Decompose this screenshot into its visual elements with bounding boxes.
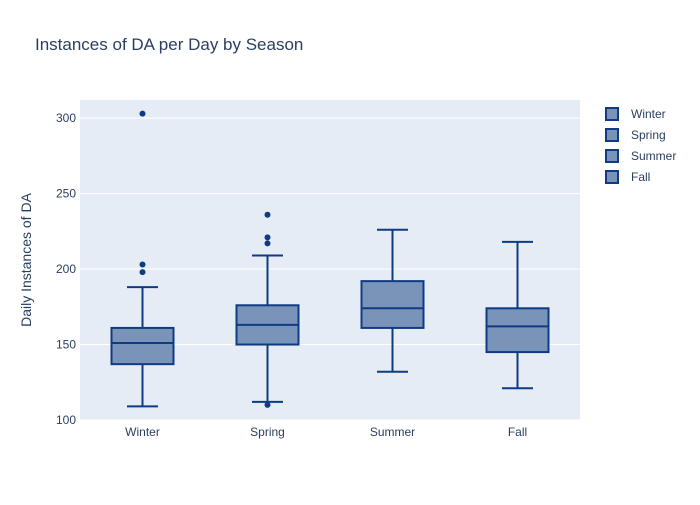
- plot-area: [80, 100, 580, 420]
- outlier-point: [139, 269, 146, 276]
- outlier-point: [139, 110, 146, 117]
- box-series: [110, 110, 550, 408]
- legend-swatch: [605, 170, 619, 184]
- legend-label: Winter: [631, 107, 666, 121]
- legend-swatch: [605, 107, 619, 121]
- y-tick-label: 250: [56, 187, 76, 201]
- x-tick-label: Spring: [250, 425, 285, 439]
- y-tick-label: 100: [56, 413, 76, 427]
- y-axis-ticks: 100 150 200 250 300: [56, 111, 76, 427]
- legend-item-spring: Spring: [605, 128, 666, 142]
- legend-label: Summer: [631, 149, 676, 163]
- outlier-point: [264, 401, 271, 408]
- iqr-box: [485, 307, 550, 354]
- x-tick-label: Summer: [370, 425, 415, 439]
- legend-item-summer: Summer: [605, 149, 676, 163]
- x-axis-ticks: Winter Spring Summer Fall: [125, 425, 527, 439]
- y-tick-label: 200: [56, 262, 76, 276]
- box-fall: [485, 240, 550, 390]
- box-winter: [110, 110, 175, 408]
- legend-label: Spring: [631, 128, 666, 142]
- iqr-box: [360, 280, 425, 329]
- y-tick-label: 300: [56, 111, 76, 125]
- outlier-point: [139, 261, 146, 268]
- legend-swatch: [605, 128, 619, 142]
- chart-title: Instances of DA per Day by Season: [35, 35, 303, 54]
- iqr-box: [110, 326, 175, 366]
- box-summer: [360, 228, 425, 373]
- legend: Winter Spring Summer Fall: [605, 107, 676, 184]
- outlier-point: [264, 240, 271, 247]
- box-spring: [235, 211, 300, 408]
- y-tick-label: 150: [56, 338, 76, 352]
- legend-swatch: [605, 149, 619, 163]
- outlier-point: [264, 211, 271, 218]
- legend-label: Fall: [631, 170, 650, 184]
- y-axis-label: Daily Instances of DA: [18, 192, 34, 326]
- outlier-point: [264, 234, 271, 241]
- legend-item-winter: Winter: [605, 107, 666, 121]
- legend-item-fall: Fall: [605, 170, 650, 184]
- x-tick-label: Fall: [508, 425, 527, 439]
- x-tick-label: Winter: [125, 425, 160, 439]
